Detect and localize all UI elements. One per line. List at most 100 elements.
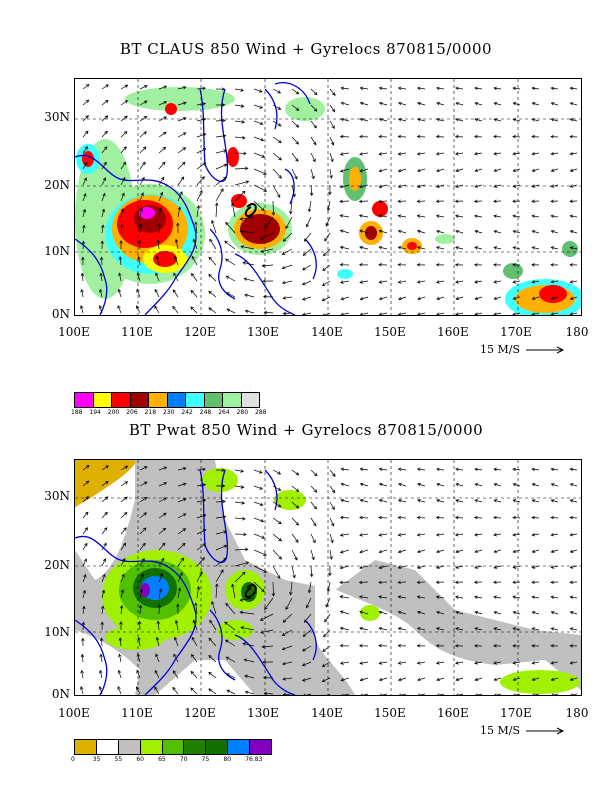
colorbar-label: 76.83	[245, 756, 263, 763]
wind-vector	[225, 258, 236, 266]
wind-vector-head	[531, 549, 536, 553]
bottom-lon-label: 160E	[437, 706, 469, 720]
wind-vector	[417, 468, 426, 471]
wind-vector	[570, 628, 578, 631]
colorbar-swatch	[228, 740, 251, 754]
wind-vector	[272, 120, 282, 127]
wind-vector	[474, 549, 483, 553]
wind-vector	[82, 496, 89, 503]
wind-vector	[475, 483, 483, 487]
wind-vector-head	[550, 549, 555, 553]
wind-vector-head	[474, 610, 479, 615]
wind-vector	[417, 87, 426, 90]
wind-vector	[493, 468, 502, 471]
wind-vector	[283, 693, 293, 695]
wind-vector	[172, 289, 179, 298]
wind-vector-head	[140, 573, 144, 577]
wind-vector	[436, 87, 445, 90]
wind-vector	[493, 136, 502, 138]
wind-vector	[310, 485, 317, 493]
wind-vector	[139, 100, 148, 106]
wind-vector-head	[174, 619, 179, 624]
wind-vector	[224, 621, 236, 631]
wind-vector-head	[416, 263, 421, 267]
wind-vector	[157, 621, 160, 631]
wind-vector-head	[278, 538, 282, 542]
wind-vector-head	[136, 686, 140, 690]
wind-vector	[475, 102, 483, 106]
wind-vector	[360, 102, 369, 106]
wind-vector-head	[474, 246, 478, 250]
wind-vector-head	[416, 214, 421, 218]
wind-vector	[100, 273, 103, 282]
wind-vector	[244, 294, 255, 298]
wind-vector-head	[118, 272, 122, 277]
wind-vector-head	[435, 661, 440, 665]
wind-vector	[532, 549, 540, 553]
wind-vector-head	[260, 138, 265, 142]
wind-vector	[417, 215, 426, 218]
wind-vector	[359, 596, 369, 599]
wind-vector-head	[435, 280, 440, 284]
wind-vector	[417, 280, 426, 283]
wind-vector	[379, 499, 388, 503]
wind-vector-head	[436, 499, 440, 503]
wind-vector-head	[295, 472, 300, 476]
wind-vector	[291, 485, 299, 492]
wind-vector-head	[397, 661, 402, 665]
wind-vector-head	[263, 569, 268, 573]
wind-vector	[324, 232, 331, 242]
wind-vector-head	[182, 482, 187, 486]
wind-vector	[240, 597, 255, 601]
wind-vector-head	[531, 595, 536, 599]
wind-vector	[551, 87, 559, 90]
wind-vector-head	[225, 275, 230, 279]
wind-vector	[308, 581, 312, 593]
wind-vector	[120, 146, 127, 154]
wind-vector	[513, 499, 521, 503]
bottom-lon-label: 170E	[500, 706, 532, 720]
wind-vector	[262, 264, 274, 267]
wind-vector	[359, 184, 369, 188]
wind-vector	[513, 118, 521, 122]
wind-vector-head	[81, 256, 85, 261]
wind-vector	[310, 152, 316, 162]
wind-vector-head	[101, 589, 106, 594]
wind-vector	[493, 246, 502, 250]
wind-vector-head	[271, 212, 276, 216]
wind-vector	[291, 104, 299, 111]
wind-vector-head	[397, 312, 402, 315]
wind-vector-head	[436, 229, 440, 234]
wind-vector-head	[154, 288, 158, 293]
wind-vector-head	[155, 636, 160, 641]
wind-vector-head	[475, 693, 478, 695]
wind-vector-head	[474, 549, 479, 554]
wind-vector-head	[474, 168, 479, 173]
wind-vector-head	[378, 280, 383, 284]
wind-vector-head	[378, 610, 383, 615]
bottom-reference-vector-label: 15 M/S	[480, 724, 520, 737]
wind-vector	[272, 565, 281, 579]
wind-vector	[398, 468, 407, 471]
wind-vector	[154, 289, 160, 298]
wind-vector-head	[531, 118, 536, 122]
wind-vector	[398, 296, 407, 300]
colorbar-swatch	[130, 393, 149, 407]
wind-vector	[340, 215, 350, 218]
wind-vector	[398, 215, 407, 218]
wind-vector-head	[224, 240, 228, 245]
wind-vector-head	[244, 690, 249, 695]
wind-vector	[474, 312, 483, 315]
wind-vector-head	[163, 512, 167, 516]
wind-vector-head	[550, 515, 554, 520]
wind-vector-head	[295, 124, 300, 128]
colorbar-swatch	[75, 393, 94, 407]
wind-vector-head	[142, 527, 147, 531]
wind-vector-head	[569, 102, 574, 106]
wind-vector-head	[378, 515, 382, 520]
wind-vector	[139, 497, 147, 503]
wind-vector	[417, 499, 426, 503]
arrow-right-icon	[525, 346, 564, 354]
wind-vector	[232, 203, 236, 218]
wind-vector	[455, 136, 464, 138]
